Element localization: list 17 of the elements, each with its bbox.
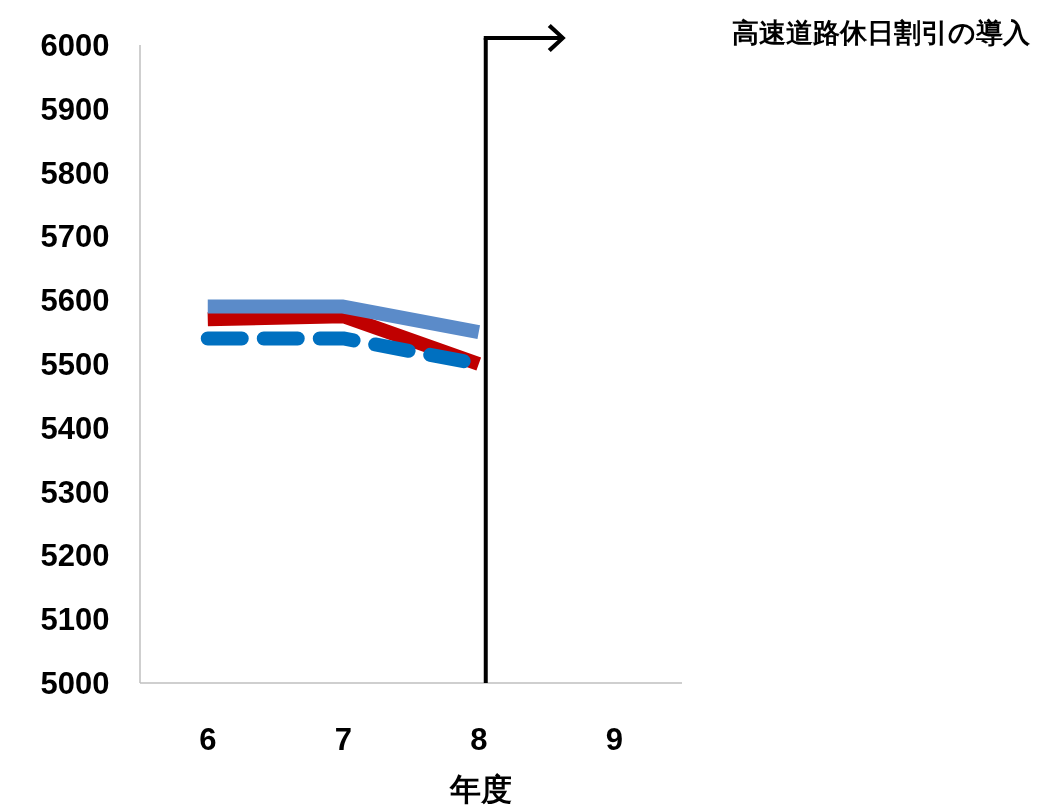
y-tick-label: 5400 (40, 410, 110, 446)
x-tick-label: 7 (334, 722, 352, 757)
y-tick-label: 5700 (40, 219, 110, 255)
y-tick-label: 5000 (40, 666, 110, 701)
y-tick-label: 5200 (40, 538, 110, 574)
x-tick-label: 6 (199, 722, 217, 757)
y-tick-label: 5500 (40, 347, 110, 382)
y-tick-label: 6000 (40, 28, 110, 63)
ref-line-label: 高速道路休日割引の導入 (732, 18, 1031, 48)
x-tick-label: 9 (605, 722, 623, 757)
y-tick-label: 5600 (40, 283, 110, 319)
y-tick-label: 5300 (40, 474, 110, 510)
y-tick-label: 5100 (40, 602, 110, 638)
y-tick-label: 5800 (40, 155, 110, 191)
y-tick-label: 5900 (40, 91, 110, 127)
x-axis-title: 年度 (449, 772, 512, 807)
x-tick-label: 8 (470, 722, 488, 757)
